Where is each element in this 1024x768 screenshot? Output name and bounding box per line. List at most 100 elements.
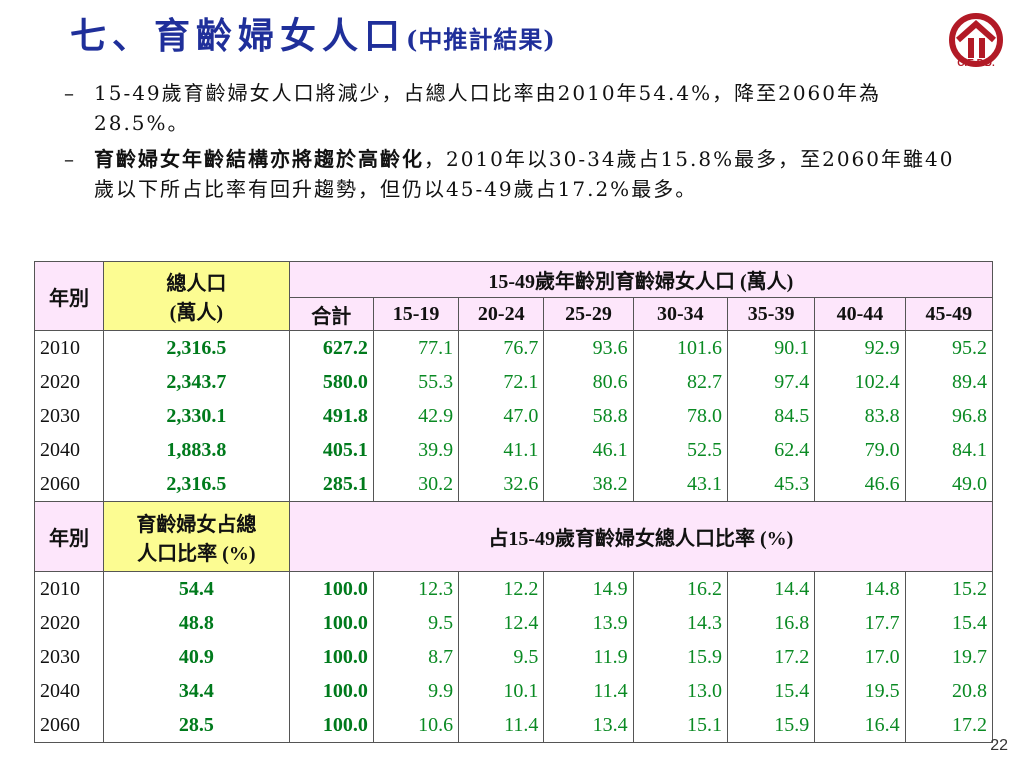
share-header: 育齡婦女占總 人口比率 (%) <box>103 501 290 572</box>
cell-value: 2020 <box>40 612 80 634</box>
cell-value: 83.8 <box>864 405 900 427</box>
cell-value: 100.0 <box>322 680 368 702</box>
pct-15-19-cell: 12.3 9.5 8.7 9.9 10.6 <box>372 571 460 743</box>
cell-value: 14.8 <box>864 578 900 600</box>
share-cell: 54.4 48.8 40.9 34.4 28.5 <box>103 571 290 743</box>
cell-value: 46.6 <box>864 473 900 495</box>
pct-35-39-cell: 14.4 16.8 17.2 15.4 15.9 <box>727 571 816 743</box>
cell-value: 16.2 <box>687 578 723 600</box>
cell-value: 17.7 <box>864 612 900 634</box>
cell-value: 48.8 <box>178 612 214 634</box>
cell-value: 1,883.8 <box>166 439 227 461</box>
cell-value: 491.8 <box>322 405 368 427</box>
cell-value: 41.1 <box>503 439 539 461</box>
cell-value: 9.5 <box>428 612 454 634</box>
slide-title-main: 七、育齡婦女人口 <box>70 15 407 57</box>
cell-value: 2060 <box>40 714 80 736</box>
age-45-49-cell: 95.2 89.4 96.8 84.1 49.0 <box>904 330 994 502</box>
bullet-text: ，2010年以30-34歲占15.8%最多，至2060年雖40歲以下所占比率有回… <box>94 147 955 201</box>
cell-value: 15.1 <box>687 714 723 736</box>
column-header: 45-49 <box>904 297 994 331</box>
cell-value: 84.5 <box>774 405 810 427</box>
cell-value: 100.0 <box>322 714 368 736</box>
bullet-dash: – <box>64 147 76 171</box>
cell-value: 32.6 <box>503 473 539 495</box>
cell-value: 45.3 <box>774 473 810 495</box>
cell-value: 84.1 <box>952 439 987 461</box>
cell-value: 101.6 <box>677 337 723 359</box>
cell-value: 97.4 <box>774 371 810 393</box>
cell-value: 15.4 <box>952 612 987 634</box>
age-20-24-cell: 76.7 72.1 47.0 41.1 32.6 <box>458 330 545 502</box>
cell-value: 90.1 <box>774 337 810 359</box>
pct-20-24-cell: 12.2 12.4 9.5 10.1 11.4 <box>458 571 545 743</box>
column-header: 30-34 <box>632 297 729 331</box>
cell-value: 28.5 <box>178 714 214 736</box>
cell-value: 49.0 <box>952 473 987 495</box>
cell-value: 12.4 <box>503 612 539 634</box>
year-cell: 2010 2020 2030 2040 2060 <box>34 330 104 502</box>
cell-value: 42.9 <box>418 405 454 427</box>
cell-value: 89.4 <box>952 371 987 393</box>
header-line: 總人口 <box>166 273 227 295</box>
cell-value: 79.0 <box>864 439 900 461</box>
cell-value: 2,330.1 <box>166 405 227 427</box>
cell-value: 13.4 <box>592 714 628 736</box>
header-line: (萬人) <box>169 302 223 324</box>
cell-value: 15.9 <box>687 646 723 668</box>
cell-value: 16.8 <box>774 612 810 634</box>
share-group-header: 占15-49歲育齡婦女總人口比率 (%) <box>288 501 994 572</box>
column-header: 15-19 <box>372 297 460 331</box>
logo-text: C.E.P.D. <box>957 58 995 69</box>
cell-value: 8.7 <box>428 646 454 668</box>
bullet-bold-text: 育齡婦女年齡結構亦將趨於高齡化 <box>94 147 424 171</box>
age-25-29-cell: 93.6 80.6 58.8 46.1 38.2 <box>543 330 634 502</box>
cell-value: 285.1 <box>322 473 368 495</box>
cepd-logo-icon <box>949 13 1003 67</box>
cell-value: 11.9 <box>593 646 628 668</box>
cell-value: 43.1 <box>687 473 723 495</box>
cell-value: 100.0 <box>322 612 368 634</box>
cell-value: 52.5 <box>687 439 723 461</box>
column-header: 40-44 <box>814 297 906 331</box>
page-number: 22 <box>990 737 1008 754</box>
column-header: 20-24 <box>458 297 545 331</box>
sum-cell: 100.0 100.0 100.0 100.0 100.0 <box>288 571 374 743</box>
pct-40-44-cell: 14.8 17.7 17.0 19.5 16.4 <box>814 571 906 743</box>
cell-value: 76.7 <box>503 337 539 359</box>
cell-value: 17.0 <box>864 646 900 668</box>
cell-value: 95.2 <box>952 337 987 359</box>
cell-value: 2,343.7 <box>166 371 227 393</box>
cell-value: 19.7 <box>952 646 987 668</box>
cell-value: 2030 <box>40 405 80 427</box>
cell-value: 2040 <box>40 439 80 461</box>
cell-value: 58.8 <box>592 405 628 427</box>
cell-value: 627.2 <box>322 337 368 359</box>
total-population-header: 總人口 (萬人) <box>103 261 290 331</box>
cell-value: 2030 <box>40 646 80 668</box>
cell-value: 2020 <box>40 371 80 393</box>
age-40-44-cell: 92.9 102.4 83.8 79.0 46.6 <box>814 330 906 502</box>
bullet-item-2: – 育齡婦女年齡結構亦將趨於高齡化，2010年以30-34歲占15.8%最多，至… <box>64 144 974 204</box>
cell-value: 405.1 <box>322 439 368 461</box>
cell-value: 9.9 <box>428 680 454 702</box>
pct-45-49-cell: 15.2 15.4 19.7 20.8 17.2 <box>904 571 994 743</box>
cell-value: 12.2 <box>503 578 539 600</box>
cell-value: 47.0 <box>503 405 539 427</box>
cell-value: 17.2 <box>774 646 810 668</box>
cell-value: 46.1 <box>592 439 628 461</box>
cell-value: 40.9 <box>178 646 214 668</box>
cell-value: 14.4 <box>774 578 810 600</box>
age-group-header: 15-49歲年齡別育齡婦女人口 (萬人) <box>288 261 994 298</box>
cell-value: 30.2 <box>418 473 454 495</box>
age-35-39-cell: 90.1 97.4 84.5 62.4 45.3 <box>727 330 816 502</box>
year-cell: 2010 2020 2030 2040 2060 <box>34 571 104 743</box>
cell-value: 16.4 <box>864 714 900 736</box>
slide-title-sub: (中推計結果) <box>406 25 556 54</box>
bullet-item-1: – 15-49歲育齡婦女人口將減少，占總人口比率由2010年54.4%，降至20… <box>64 78 974 138</box>
cell-value: 78.0 <box>687 405 723 427</box>
cell-value: 580.0 <box>322 371 368 393</box>
sum-cell: 627.2 580.0 491.8 405.1 285.1 <box>288 330 374 502</box>
column-header: 35-39 <box>727 297 816 331</box>
cell-value: 12.3 <box>418 578 454 600</box>
